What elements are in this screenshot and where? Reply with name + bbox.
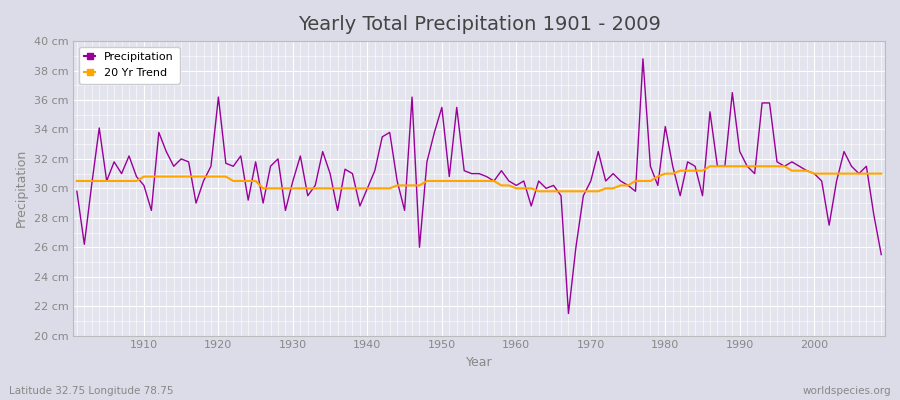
Text: worldspecies.org: worldspecies.org (803, 386, 891, 396)
Title: Yearly Total Precipitation 1901 - 2009: Yearly Total Precipitation 1901 - 2009 (298, 15, 661, 34)
X-axis label: Year: Year (466, 356, 492, 369)
Text: Latitude 32.75 Longitude 78.75: Latitude 32.75 Longitude 78.75 (9, 386, 174, 396)
Legend: Precipitation, 20 Yr Trend: Precipitation, 20 Yr Trend (78, 47, 180, 84)
Y-axis label: Precipitation: Precipitation (15, 149, 28, 228)
